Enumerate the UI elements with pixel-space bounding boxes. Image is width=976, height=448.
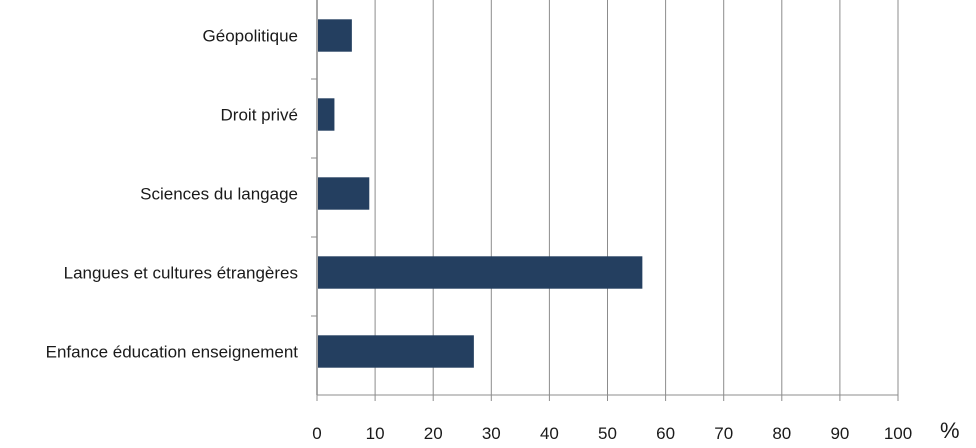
x-tick-label: 90	[830, 424, 849, 443]
bar	[318, 98, 335, 131]
x-axis-unit-label: %	[940, 418, 960, 443]
x-tick-label: 70	[714, 424, 733, 443]
x-tick-label: 50	[598, 424, 617, 443]
category-label: Géopolitique	[203, 27, 298, 46]
category-label: Droit privé	[221, 106, 298, 125]
bar	[318, 177, 370, 210]
grid-layer	[374, 0, 899, 395]
bar-layer	[318, 19, 643, 368]
x-tick-label: 80	[772, 424, 791, 443]
x-tick-label: 0	[312, 424, 321, 443]
x-tick-label: 30	[482, 424, 501, 443]
x-tick-labels: 0 10 20 30 40 50 60 70 80 90 100	[312, 424, 912, 443]
bar	[318, 256, 643, 289]
x-tick-label: 60	[656, 424, 675, 443]
x-tick-label: 40	[540, 424, 559, 443]
x-tick-label: 20	[424, 424, 443, 443]
category-label: Langues et cultures étrangères	[64, 264, 298, 283]
category-labels: Géopolitique Droit privé Sciences du langa…	[46, 27, 299, 362]
x-tick-label: 100	[884, 424, 912, 443]
x-tick-label: 10	[366, 424, 385, 443]
category-label: Enfance éducation enseignement	[46, 343, 299, 362]
bar	[318, 19, 352, 52]
bar	[318, 335, 474, 368]
axis-layer	[311, 0, 899, 401]
category-label: Sciences du langage	[140, 185, 298, 204]
